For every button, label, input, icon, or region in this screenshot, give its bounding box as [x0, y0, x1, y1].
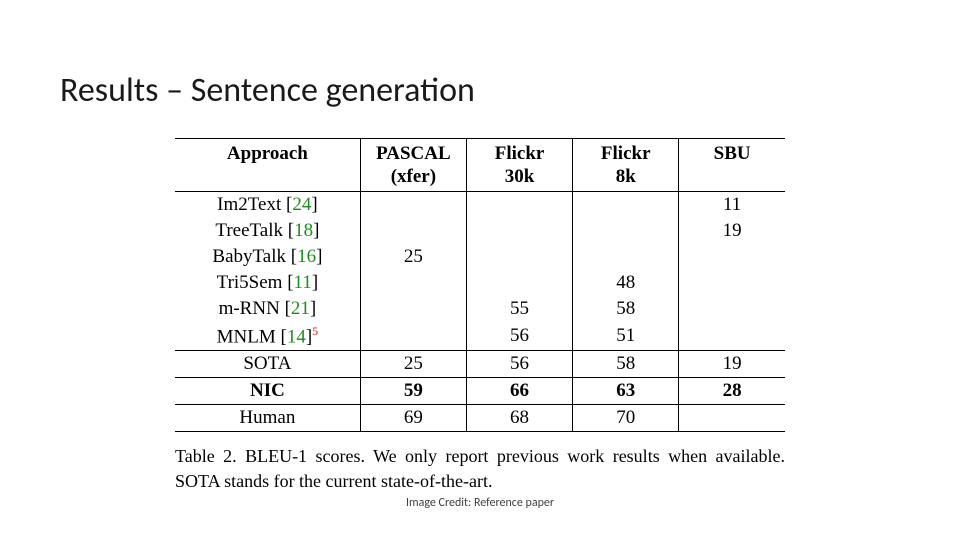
data-cell: [679, 270, 785, 296]
data-cell: [360, 192, 466, 219]
col-header-flickr30k: Flickr: [466, 139, 572, 167]
col-subheader-approach: [175, 166, 360, 192]
col-subheader-flickr30k: 30k: [466, 166, 572, 192]
data-cell: 68: [466, 405, 572, 432]
data-cell: [466, 270, 572, 296]
approach-cell: Human: [175, 405, 360, 432]
approach-cell: Im2Text [24]: [175, 192, 360, 219]
data-cell: [360, 322, 466, 351]
data-cell: [679, 244, 785, 270]
approach-cell: MNLM [14]5: [175, 322, 360, 351]
data-cell: 59: [360, 378, 466, 405]
col-header-pascal: PASCAL: [360, 139, 466, 167]
data-cell: 56: [466, 351, 572, 378]
results-table-region: Approach PASCAL Flickr Flickr SBU (xfer)…: [175, 138, 785, 493]
table-row: Tri5Sem [11] 48: [175, 270, 785, 296]
data-cell: [573, 218, 679, 244]
approach-cell: BabyTalk [16]: [175, 244, 360, 270]
col-subheader-flickr8k: 8k: [573, 166, 679, 192]
citation-ref: 24: [292, 194, 311, 215]
col-subheader-pascal: (xfer): [360, 166, 466, 192]
approach-cell: SOTA: [175, 351, 360, 378]
approach-cell: m-RNN [21]: [175, 296, 360, 322]
data-cell: 66: [466, 378, 572, 405]
citation-ref: 18: [294, 220, 313, 241]
data-cell: 11: [679, 192, 785, 219]
data-cell: 25: [360, 244, 466, 270]
table-row: TreeTalk [18] 19: [175, 218, 785, 244]
table-row: Im2Text [24] 11: [175, 192, 785, 219]
data-cell: [679, 405, 785, 432]
col-header-sbu: SBU: [679, 139, 785, 167]
data-cell: [466, 192, 572, 219]
table-row: SOTA25565819: [175, 351, 785, 378]
slide-title: Results – Sentence generation: [60, 70, 475, 111]
data-cell: [360, 296, 466, 322]
data-cell: 58: [573, 296, 679, 322]
table-row: MNLM [14]5 5651: [175, 322, 785, 351]
data-cell: [679, 322, 785, 351]
approach-cell: NIC: [175, 378, 360, 405]
data-cell: [360, 270, 466, 296]
superscript-note: 5: [312, 324, 318, 338]
table-caption: Table 2. BLEU-1 scores. We only report p…: [175, 444, 785, 493]
data-cell: 48: [573, 270, 679, 296]
data-cell: [573, 192, 679, 219]
results-table: Approach PASCAL Flickr Flickr SBU (xfer)…: [175, 138, 785, 432]
citation-ref: 14: [287, 326, 306, 347]
data-cell: 63: [573, 378, 679, 405]
data-cell: [360, 218, 466, 244]
data-cell: 56: [466, 322, 572, 351]
data-cell: [466, 244, 572, 270]
citation-ref: 16: [297, 246, 316, 267]
data-cell: 19: [679, 351, 785, 378]
table-row: BabyTalk [16]25: [175, 244, 785, 270]
table-row: NIC59666328: [175, 378, 785, 405]
data-cell: 55: [466, 296, 572, 322]
data-cell: [466, 218, 572, 244]
data-cell: [573, 244, 679, 270]
col-header-approach: Approach: [175, 139, 360, 167]
col-subheader-sbu: [679, 166, 785, 192]
approach-cell: Tri5Sem [11]: [175, 270, 360, 296]
citation-ref: 11: [294, 272, 312, 293]
table-row: m-RNN [21] 5558: [175, 296, 785, 322]
data-cell: 25: [360, 351, 466, 378]
data-cell: 69: [360, 405, 466, 432]
approach-cell: TreeTalk [18]: [175, 218, 360, 244]
data-cell: 28: [679, 378, 785, 405]
image-credit: Image Credit: Reference paper: [0, 496, 960, 510]
data-cell: 19: [679, 218, 785, 244]
col-header-flickr8k: Flickr: [573, 139, 679, 167]
table-row: Human696870: [175, 405, 785, 432]
citation-ref: 21: [291, 298, 310, 319]
data-cell: 51: [573, 322, 679, 351]
data-cell: [679, 296, 785, 322]
data-cell: 70: [573, 405, 679, 432]
data-cell: 58: [573, 351, 679, 378]
